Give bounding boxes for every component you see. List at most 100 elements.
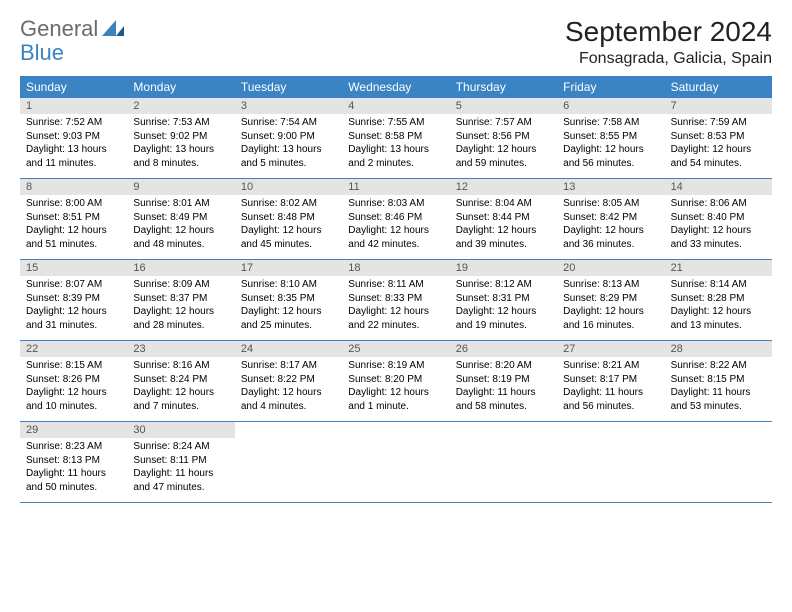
day-number: 4: [342, 98, 449, 114]
day-cell: 14 Sunrise: 8:06 AMSunset: 8:40 PMDayligh…: [665, 179, 772, 259]
day-number: 18: [342, 260, 449, 276]
day-number: 22: [20, 341, 127, 357]
week-row: 8 Sunrise: 8:00 AMSunset: 8:51 PMDaylight…: [20, 179, 772, 260]
day-cell: 23Sunrise: 8:16 AMSunset: 8:24 PMDayligh…: [127, 341, 234, 421]
dow-cell: Sunday: [20, 76, 127, 98]
day-number: 20: [557, 260, 664, 276]
day-details: Sunrise: 8:21 AMSunset: 8:17 PMDaylight:…: [557, 359, 664, 413]
day-cell: 28 Sunrise: 8:22 AMSunset: 8:15 PMDayligh…: [665, 341, 772, 421]
day-cell: 2Sunrise: 7:53 AMSunset: 9:02 PMDaylight…: [127, 98, 234, 178]
day-details: Sunrise: 8:22 AMSunset: 8:15 PMDaylight:…: [665, 359, 772, 413]
day-number: 24: [235, 341, 342, 357]
day-details: Sunrise: 8:11 AMSunset: 8:33 PMDaylight:…: [342, 278, 449, 332]
day-number: 19: [450, 260, 557, 276]
day-details: Sunrise: 8:09 AMSunset: 8:37 PMDaylight:…: [127, 278, 234, 332]
dow-cell: Saturday: [665, 76, 772, 98]
day-details: Sunrise: 8:23 AMSunset: 8:13 PMDaylight:…: [20, 440, 127, 494]
header: General September 2024 Fonsagrada, Galic…: [20, 16, 772, 68]
day-cell: 11Sunrise: 8:03 AMSunset: 8:46 PMDayligh…: [342, 179, 449, 259]
day-cell: 12 Sunrise: 8:04 AMSunset: 8:44 PMDayligh…: [450, 179, 557, 259]
day-cell: [665, 422, 772, 502]
day-number: 21: [665, 260, 772, 276]
day-details: Sunrise: 7:54 AMSunset: 9:00 PMDaylight:…: [235, 116, 342, 170]
day-cell: 7Sunrise: 7:59 AMSunset: 8:53 PMDaylight…: [665, 98, 772, 178]
day-details: Sunrise: 7:55 AMSunset: 8:58 PMDaylight:…: [342, 116, 449, 170]
day-cell: 16 Sunrise: 8:09 AMSunset: 8:37 PMDayligh…: [127, 260, 234, 340]
day-cell: [450, 422, 557, 502]
dow-cell: Friday: [557, 76, 664, 98]
day-number: 14: [665, 179, 772, 195]
day-of-week-row: SundayMondayTuesdayWednesdayThursdayFrid…: [20, 76, 772, 98]
day-details: Sunrise: 7:52 AMSunset: 9:03 PMDaylight:…: [20, 116, 127, 170]
day-cell: 30Sunrise: 8:24 AMSunset: 8:11 PMDayligh…: [127, 422, 234, 502]
day-cell: 27Sunrise: 8:21 AMSunset: 8:17 PMDayligh…: [557, 341, 664, 421]
week-row: 22 Sunrise: 8:15 AMSunset: 8:26 PMDayligh…: [20, 341, 772, 422]
week-row: 15 Sunrise: 8:07 AMSunset: 8:39 PMDayligh…: [20, 260, 772, 341]
day-cell: 15 Sunrise: 8:07 AMSunset: 8:39 PMDayligh…: [20, 260, 127, 340]
day-cell: 26Sunrise: 8:20 AMSunset: 8:19 PMDayligh…: [450, 341, 557, 421]
day-cell: [235, 422, 342, 502]
day-details: Sunrise: 8:01 AMSunset: 8:49 PMDaylight:…: [127, 197, 234, 251]
dow-cell: Wednesday: [342, 76, 449, 98]
day-cell: 19 Sunrise: 8:12 AMSunset: 8:31 PMDayligh…: [450, 260, 557, 340]
day-number: 17: [235, 260, 342, 276]
day-details: Sunrise: 8:12 AMSunset: 8:31 PMDaylight:…: [450, 278, 557, 332]
day-cell: 29 Sunrise: 8:23 AMSunset: 8:13 PMDayligh…: [20, 422, 127, 502]
week-row: 1 Sunrise: 7:52 AMSunset: 9:03 PMDaylight…: [20, 98, 772, 179]
day-number: 30: [127, 422, 234, 438]
day-cell: 20Sunrise: 8:13 AMSunset: 8:29 PMDayligh…: [557, 260, 664, 340]
day-cell: 9Sunrise: 8:01 AMSunset: 8:49 PMDaylight…: [127, 179, 234, 259]
day-details: Sunrise: 8:00 AMSunset: 8:51 PMDaylight:…: [20, 197, 127, 251]
month-title: September 2024: [565, 16, 772, 48]
logo-word2: Blue: [20, 40, 64, 66]
day-details: Sunrise: 7:57 AMSunset: 8:56 PMDaylight:…: [450, 116, 557, 170]
day-cell: 18 Sunrise: 8:11 AMSunset: 8:33 PMDayligh…: [342, 260, 449, 340]
day-details: Sunrise: 8:16 AMSunset: 8:24 PMDaylight:…: [127, 359, 234, 413]
day-number: 28: [665, 341, 772, 357]
day-number: 10: [235, 179, 342, 195]
day-number: 15: [20, 260, 127, 276]
day-details: Sunrise: 7:53 AMSunset: 9:02 PMDaylight:…: [127, 116, 234, 170]
day-details: Sunrise: 8:10 AMSunset: 8:35 PMDaylight:…: [235, 278, 342, 332]
location: Fonsagrada, Galicia, Spain: [565, 50, 772, 68]
day-cell: [342, 422, 449, 502]
day-number: 3: [235, 98, 342, 114]
day-cell: 10 Sunrise: 8:02 AMSunset: 8:48 PMDayligh…: [235, 179, 342, 259]
title-block: September 2024 Fonsagrada, Galicia, Spai…: [565, 16, 772, 68]
logo: General: [20, 16, 124, 42]
day-details: Sunrise: 8:15 AMSunset: 8:26 PMDaylight:…: [20, 359, 127, 413]
calendar: SundayMondayTuesdayWednesdayThursdayFrid…: [20, 76, 772, 503]
day-details: Sunrise: 8:07 AMSunset: 8:39 PMDaylight:…: [20, 278, 127, 332]
day-number: 5: [450, 98, 557, 114]
day-number: 16: [127, 260, 234, 276]
day-cell: 25 Sunrise: 8:19 AMSunset: 8:20 PMDayligh…: [342, 341, 449, 421]
day-details: Sunrise: 7:59 AMSunset: 8:53 PMDaylight:…: [665, 116, 772, 170]
dow-cell: Thursday: [450, 76, 557, 98]
day-number: 25: [342, 341, 449, 357]
day-details: Sunrise: 8:04 AMSunset: 8:44 PMDaylight:…: [450, 197, 557, 251]
day-cell: 1 Sunrise: 7:52 AMSunset: 9:03 PMDaylight…: [20, 98, 127, 178]
day-details: Sunrise: 8:19 AMSunset: 8:20 PMDaylight:…: [342, 359, 449, 413]
day-cell: 5 Sunrise: 7:57 AMSunset: 8:56 PMDaylight…: [450, 98, 557, 178]
logo-mark-icon: [102, 16, 124, 42]
day-number: 12: [450, 179, 557, 195]
day-number: 1: [20, 98, 127, 114]
week-row: 29 Sunrise: 8:23 AMSunset: 8:13 PMDayligh…: [20, 422, 772, 503]
dow-cell: Monday: [127, 76, 234, 98]
logo-word1: General: [20, 16, 98, 42]
day-details: Sunrise: 7:58 AMSunset: 8:55 PMDaylight:…: [557, 116, 664, 170]
dow-cell: Tuesday: [235, 76, 342, 98]
day-cell: 3 Sunrise: 7:54 AMSunset: 9:00 PMDaylight…: [235, 98, 342, 178]
day-details: Sunrise: 8:05 AMSunset: 8:42 PMDaylight:…: [557, 197, 664, 251]
day-details: Sunrise: 8:02 AMSunset: 8:48 PMDaylight:…: [235, 197, 342, 251]
day-details: Sunrise: 8:03 AMSunset: 8:46 PMDaylight:…: [342, 197, 449, 251]
day-cell: 22 Sunrise: 8:15 AMSunset: 8:26 PMDayligh…: [20, 341, 127, 421]
day-details: Sunrise: 8:06 AMSunset: 8:40 PMDaylight:…: [665, 197, 772, 251]
day-number: 29: [20, 422, 127, 438]
day-cell: 21 Sunrise: 8:14 AMSunset: 8:28 PMDayligh…: [665, 260, 772, 340]
day-number: 8: [20, 179, 127, 195]
day-cell: 6 Sunrise: 7:58 AMSunset: 8:55 PMDaylight…: [557, 98, 664, 178]
day-cell: 17 Sunrise: 8:10 AMSunset: 8:35 PMDayligh…: [235, 260, 342, 340]
day-details: Sunrise: 8:14 AMSunset: 8:28 PMDaylight:…: [665, 278, 772, 332]
day-number: 6: [557, 98, 664, 114]
